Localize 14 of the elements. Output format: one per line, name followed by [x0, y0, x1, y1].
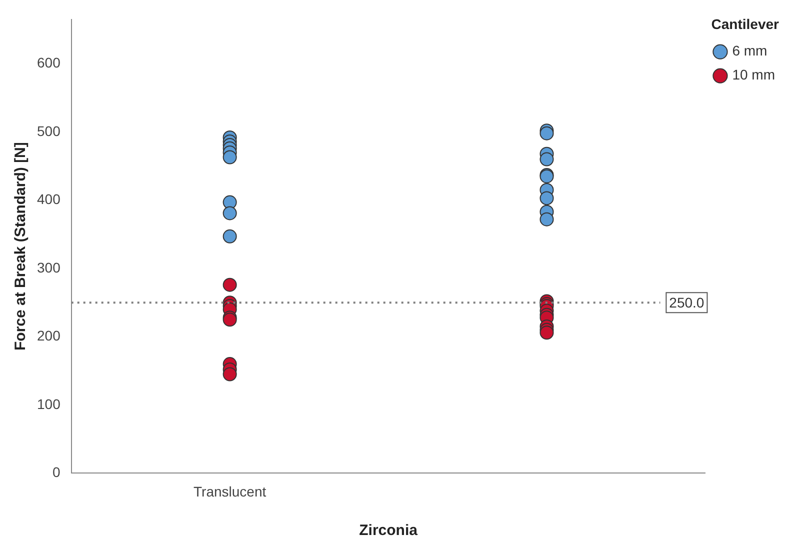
y-tick-label: 100 [37, 396, 61, 412]
ref-line-label: 250.0 [669, 294, 704, 310]
y-tick-label: 300 [37, 259, 61, 276]
legend-label: 6 mm [732, 42, 768, 59]
legend-label: 10 mm [732, 66, 776, 83]
legend-title: Cantilever [711, 16, 780, 32]
y-tick-label: 400 [37, 191, 61, 208]
y-tick-label: 0 [52, 464, 61, 480]
y-tick-label: 600 [37, 54, 61, 71]
y-tick-label: 500 [37, 122, 61, 139]
y-tick-label: 200 [37, 328, 61, 344]
y-axis-title: Force at Break (Standard) [N] [12, 142, 30, 350]
x-tick-label: Translucent [194, 483, 266, 500]
x-axis-title: Zirconia [359, 522, 418, 540]
